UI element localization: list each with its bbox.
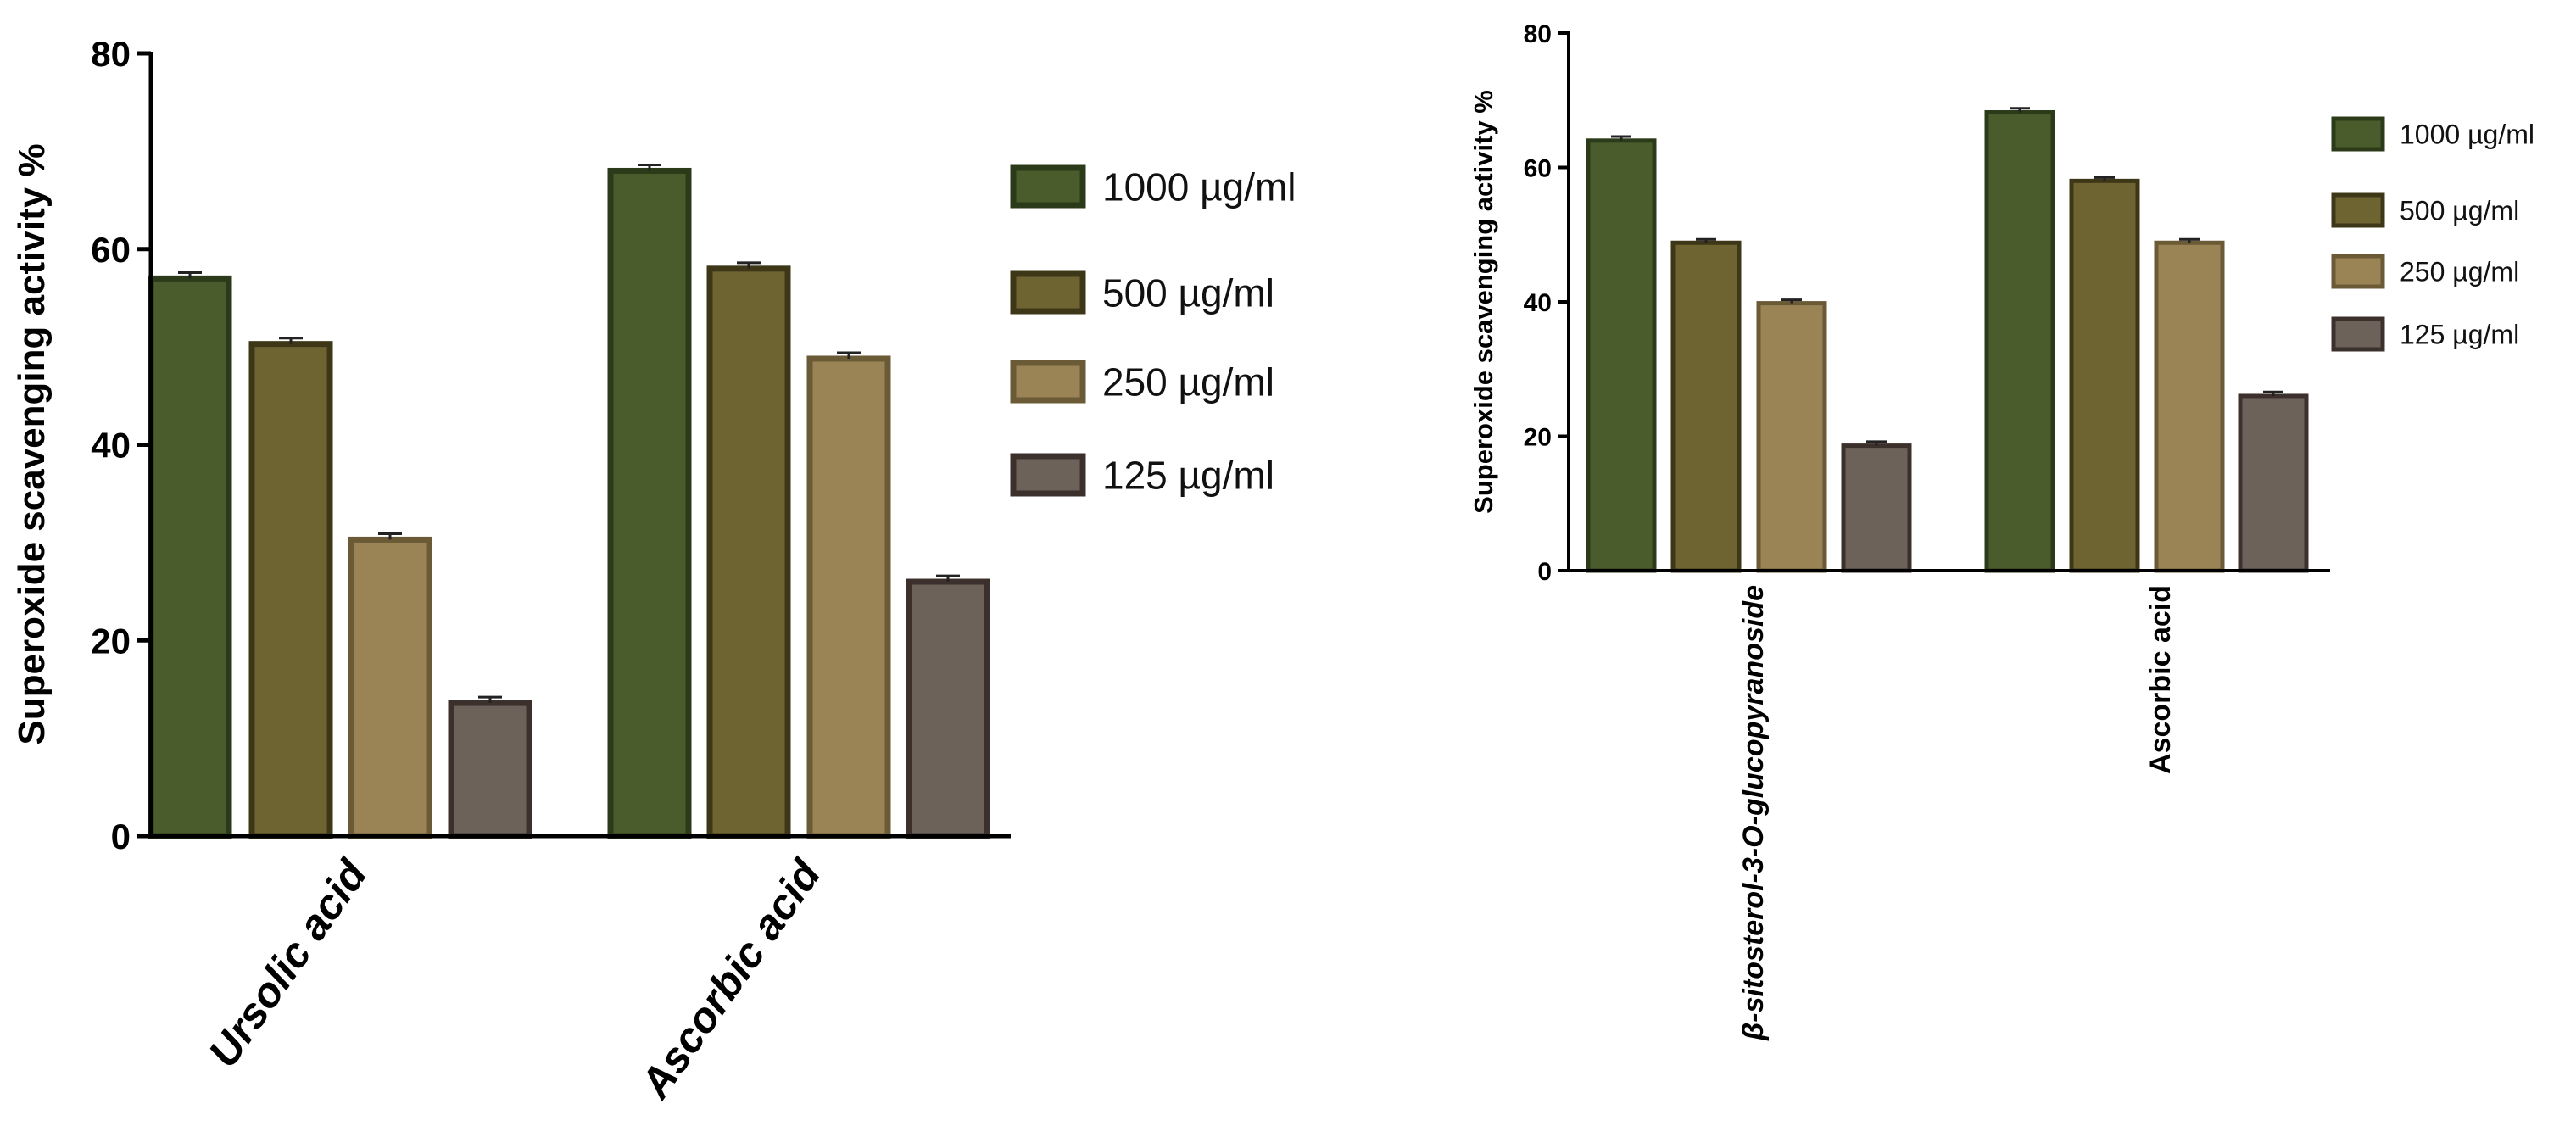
left-bar-1-4 <box>448 700 532 839</box>
left-category-label-2: Ascorbic acid <box>630 850 830 1108</box>
left-bar-2-1 <box>607 167 692 839</box>
right-y-tick-label-20: 20 <box>1524 423 1552 451</box>
right-y-tick-label-0: 0 <box>1537 558 1552 586</box>
right-bar-1-3 <box>1756 301 1827 573</box>
left-y-tick-label-60: 60 <box>91 230 131 270</box>
right-bar-1-1 <box>1586 138 1657 573</box>
chart-ursolic-acid: 0 20 40 60 80 Superoxide scavenging activity … <box>11 34 1296 1107</box>
right-bar-1-2 <box>1670 240 1742 573</box>
left-legend-swatch-1 <box>1010 164 1086 209</box>
left-y-tick-label-80: 80 <box>91 34 131 74</box>
left-legend-label-4: 125 µg/ml <box>1102 454 1274 498</box>
right-legend-label-3: 250 µg/ml <box>2400 257 2519 287</box>
right-y-tick-label-80: 80 <box>1524 20 1552 48</box>
right-legend-label-1: 1000 µg/ml <box>2400 120 2534 150</box>
right-bar-1-4 <box>1841 443 1912 573</box>
left-legend-swatch-3 <box>1010 360 1086 404</box>
right-legend-swatch-4 <box>2331 316 2385 352</box>
left-bar-1-2 <box>248 341 333 839</box>
right-legend-swatch-3 <box>2331 254 2385 289</box>
left-y-axis-title: Superoxide scavenging activity % <box>11 143 53 744</box>
right-y-axis-title: Superoxide scavenging activity % <box>1469 90 1498 514</box>
right-bar-2-3 <box>2154 240 2225 573</box>
left-bar-1-1 <box>148 275 232 839</box>
right-legend-swatch-1 <box>2331 116 2385 152</box>
right-bar-2-4 <box>2238 393 2309 573</box>
left-y-tick-label-40: 40 <box>91 426 131 466</box>
right-bar-2-1 <box>1984 110 2055 573</box>
left-legend-label-1: 1000 µg/ml <box>1102 165 1296 209</box>
left-legend-label-3: 250 µg/ml <box>1102 360 1274 404</box>
right-legend-label-2: 500 µg/ml <box>2400 196 2519 226</box>
chart-beta-sitosterol: 0 20 40 60 80 Superoxide scavenging activity … <box>1469 20 2534 1041</box>
right-legend-swatch-2 <box>2331 192 2385 228</box>
right-y-tick-label-60: 60 <box>1524 154 1552 182</box>
right-y-tick-label-40: 40 <box>1524 289 1552 317</box>
right-category-label-1: β-sitosterol-3-O-glucopyranoside <box>1737 585 1770 1041</box>
right-bar-2-2 <box>2069 178 2140 573</box>
left-category-label-1: Ursolic acid <box>199 850 376 1076</box>
right-category-label-2: Ascorbic acid <box>2144 585 2177 774</box>
left-legend-swatch-2 <box>1010 270 1086 315</box>
right-legend-label-4: 125 µg/ml <box>2400 320 2519 350</box>
left-bar-2-4 <box>906 578 990 839</box>
left-bar-2-2 <box>706 265 791 839</box>
left-y-tick-label-20: 20 <box>91 621 131 661</box>
left-legend-label-2: 500 µg/ml <box>1102 271 1274 315</box>
left-legend-swatch-4 <box>1010 453 1086 497</box>
left-y-tick-label-0: 0 <box>111 817 131 856</box>
left-bar-1-3 <box>348 536 432 839</box>
left-bar-2-3 <box>806 355 891 839</box>
